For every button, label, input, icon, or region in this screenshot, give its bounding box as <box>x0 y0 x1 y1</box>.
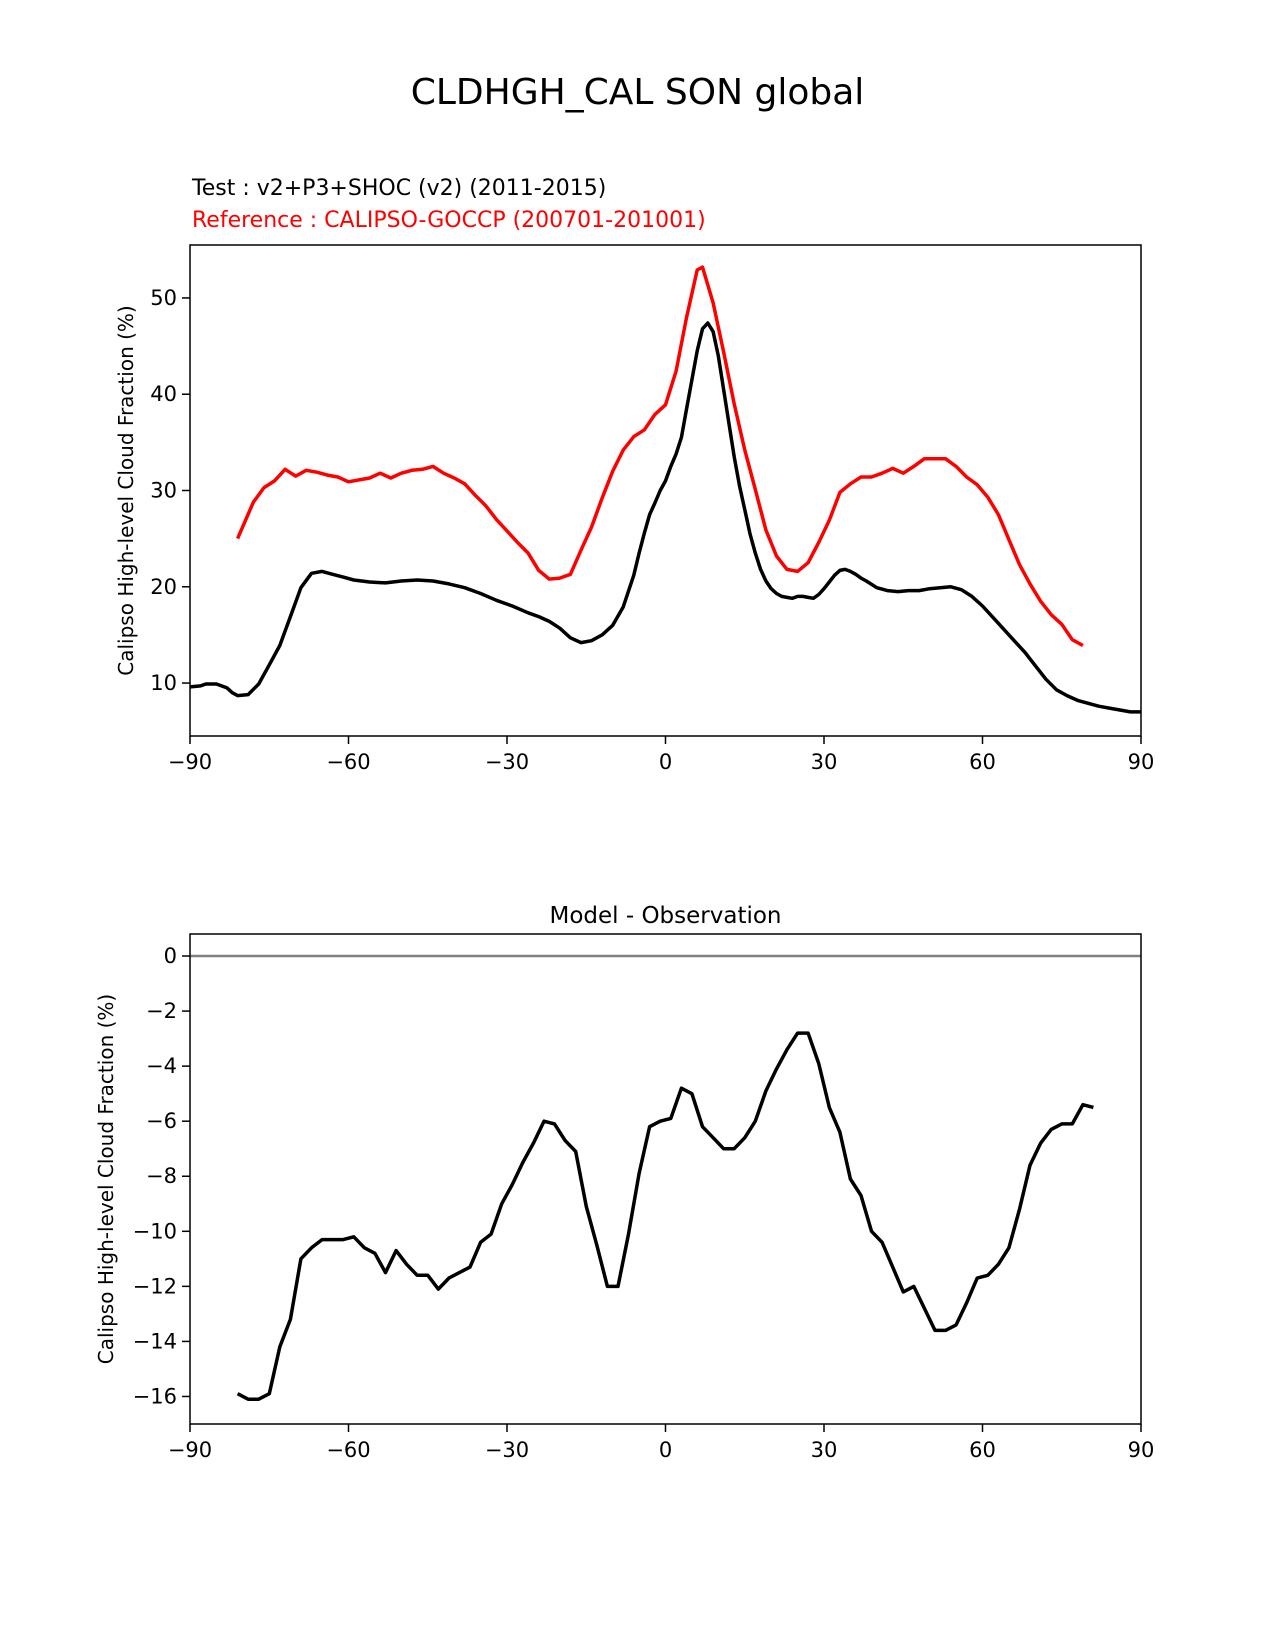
y-axis-label: Calipso High-level Cloud Fraction (%) <box>114 305 138 675</box>
x-tick-label: −30 <box>485 1438 529 1462</box>
panel-title: Model - Observation <box>549 903 781 929</box>
x-tick-label: 90 <box>1128 1438 1155 1462</box>
y-tick-label: 50 <box>150 286 177 310</box>
x-tick-label: 0 <box>659 750 672 774</box>
y-tick-label: −16 <box>133 1384 177 1408</box>
axes-frame <box>189 244 1142 737</box>
y-tick-label: −4 <box>146 1054 177 1078</box>
series-line-top-test <box>189 321 1141 714</box>
axes-frame <box>189 933 1142 1425</box>
x-tick-label: 30 <box>811 750 838 774</box>
x-tick-label: −90 <box>168 1438 212 1462</box>
figure-title: CLDHGH_CAL SON global <box>410 72 865 113</box>
y-tick-label: 10 <box>150 671 177 695</box>
y-tick-label: 0 <box>164 944 177 968</box>
series-line-top-reference <box>235 265 1084 648</box>
chart-panel-top: −90 −60 −30 0 30 60 90 10 20 30 40 50 Calipso High-l… <box>114 244 1155 774</box>
y-tick-label: 30 <box>150 479 177 503</box>
y-tick-label: −10 <box>133 1219 177 1243</box>
series-line-bottom-test <box>236 1031 1094 1401</box>
reference-label: Reference : CALIPSO-GOCCP (200701-201001… <box>192 208 706 233</box>
y-tick-label: −14 <box>133 1329 177 1353</box>
x-tick-label: −90 <box>168 750 212 774</box>
y-axis-label: Calipso High-level Cloud Fraction (%) <box>94 994 118 1364</box>
y-tick-label: −8 <box>146 1164 177 1188</box>
x-tick-label: −30 <box>485 750 529 774</box>
x-tick-label: 30 <box>811 1438 838 1462</box>
y-tick-label: −2 <box>146 999 177 1023</box>
y-tick-label: −12 <box>133 1274 177 1298</box>
test-label: Test : v2+P3+SHOC (v2) (2011-2015) <box>192 176 607 201</box>
x-tick-label: 60 <box>969 1438 996 1462</box>
x-tick-label: 60 <box>969 750 996 774</box>
x-tick-label: −60 <box>326 750 370 774</box>
x-tick-label: 90 <box>1128 750 1155 774</box>
y-tick-label: 20 <box>150 575 177 599</box>
x-tick-label: 0 <box>659 1438 672 1462</box>
y-tick-label: 40 <box>150 382 177 406</box>
x-tick-label: −60 <box>326 1438 370 1462</box>
chart-panel-bottom: −90 −60 −30 0 30 60 90 0 −2 −4 −6 −8 −10 −12 −14 −16 Cal… <box>94 903 1154 1462</box>
y-tick-label: −6 <box>146 1109 177 1133</box>
